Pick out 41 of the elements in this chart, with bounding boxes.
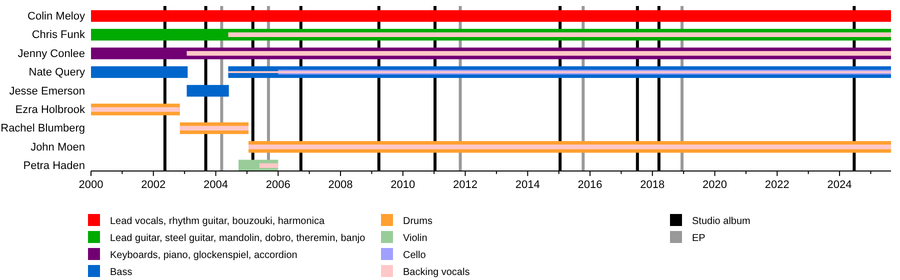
x-tick-label: 2014 (515, 178, 540, 191)
legend-label: Bass (110, 267, 132, 278)
x-tick-label: 2002 (141, 178, 166, 191)
legend-label: Studio album (692, 216, 750, 227)
bar (186, 84, 229, 97)
bar (180, 126, 249, 131)
y-tick-label: Colin Meloy (28, 10, 86, 23)
y-tick-label: Rachel Blumberg (0, 122, 85, 135)
y-tick-label: Ezra Holbrook (15, 104, 86, 116)
x-tick-label: 2018 (640, 178, 665, 191)
x-tick-label: 2012 (453, 178, 478, 191)
y-tick-label: Petra Haden (23, 160, 85, 172)
x-tick-label: 2010 (390, 178, 416, 191)
legend-label: Violin (403, 233, 428, 244)
bar (248, 144, 891, 150)
legend-label: Cello (403, 250, 426, 261)
y-tick-label: John Moen (30, 141, 85, 154)
legend-label: Lead guitar, steel guitar, mandolin, dobro, theremin, banjo (110, 233, 366, 244)
y-tick-label: Nate Query (28, 66, 86, 79)
legend-label: Keyboards, piano, glockenspiel, accordion (110, 250, 298, 261)
bar (91, 10, 891, 22)
bar (186, 51, 891, 56)
y-tick-label: Jesse Emerson (9, 85, 85, 98)
x-tick-label: 2000 (78, 178, 104, 191)
legend-label: Backing vocals (403, 267, 470, 278)
legend-label: Lead vocals, rhythm guitar, bouzouki, harmonica (110, 216, 325, 227)
x-tick-label: 2022 (764, 178, 790, 191)
x-tick-label: 2008 (328, 178, 353, 191)
x-tick-label: 2024 (827, 178, 852, 191)
bar (259, 163, 278, 168)
y-tick-label: Jenny Conlee (18, 48, 85, 60)
bar (91, 107, 180, 112)
legend-label: Drums (403, 216, 432, 227)
y-tick-label: Chris Funk (32, 29, 86, 42)
bar (228, 32, 891, 38)
x-tick-label: 2006 (266, 178, 290, 191)
legend-label: EP (692, 233, 706, 244)
x-tick-label: 2016 (578, 178, 602, 191)
bar (91, 66, 188, 78)
x-tick-label: 2004 (204, 178, 228, 191)
x-tick-label: 2020 (702, 178, 728, 191)
